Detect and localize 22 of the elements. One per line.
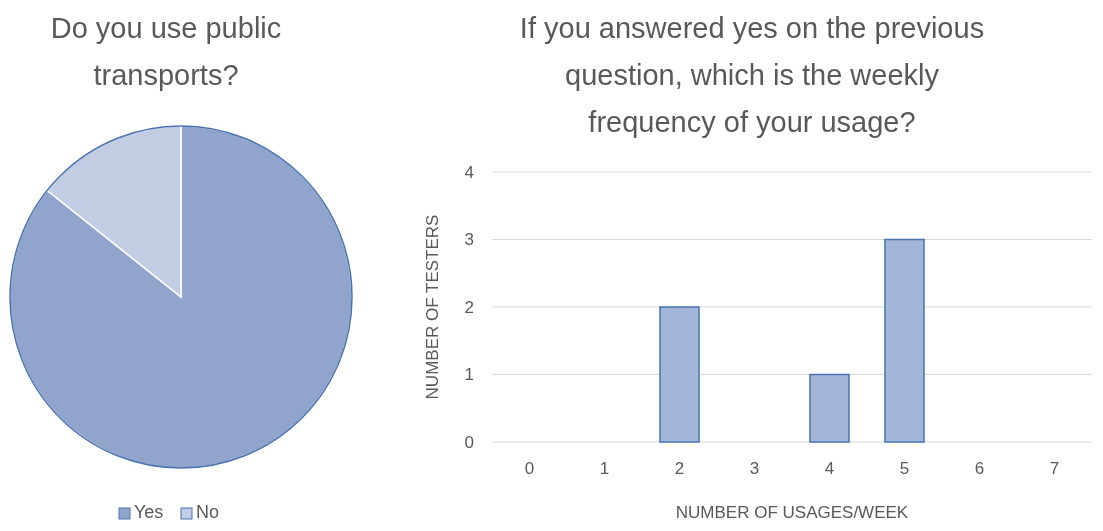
- legend-label: No: [196, 502, 220, 522]
- y-tick-label: 0: [464, 432, 474, 452]
- bar: [884, 238, 925, 443]
- y-tick-label: 2: [464, 297, 474, 317]
- y-tick-label: 4: [464, 162, 474, 182]
- x-tick-label: 0: [524, 459, 535, 478]
- x-tick-label: 5: [899, 459, 910, 478]
- x-tick-label: 2: [674, 459, 685, 478]
- x-tick-label: 4: [824, 459, 835, 478]
- chart-title: Do you use public transports?: [50, 12, 282, 91]
- y-tick-label: 1: [464, 365, 474, 385]
- chart-title: If you answered yes on the previous question, which is the weekly frequency of your usage?: [519, 12, 985, 138]
- y-axis-title: NUMBER OF TESTERS: [423, 214, 442, 400]
- bar: [659, 306, 700, 443]
- x-tick-label: 7: [1049, 459, 1060, 478]
- x-tick-label: 3: [749, 459, 760, 478]
- y-tick-label: 3: [464, 230, 474, 250]
- x-tick-label: 6: [974, 459, 985, 478]
- x-tick-label: 1: [599, 459, 610, 478]
- bar: [809, 373, 850, 443]
- legend-label: Yes: [134, 502, 164, 522]
- x-axis-title: NUMBER OF USAGES/WEEK: [675, 503, 909, 522]
